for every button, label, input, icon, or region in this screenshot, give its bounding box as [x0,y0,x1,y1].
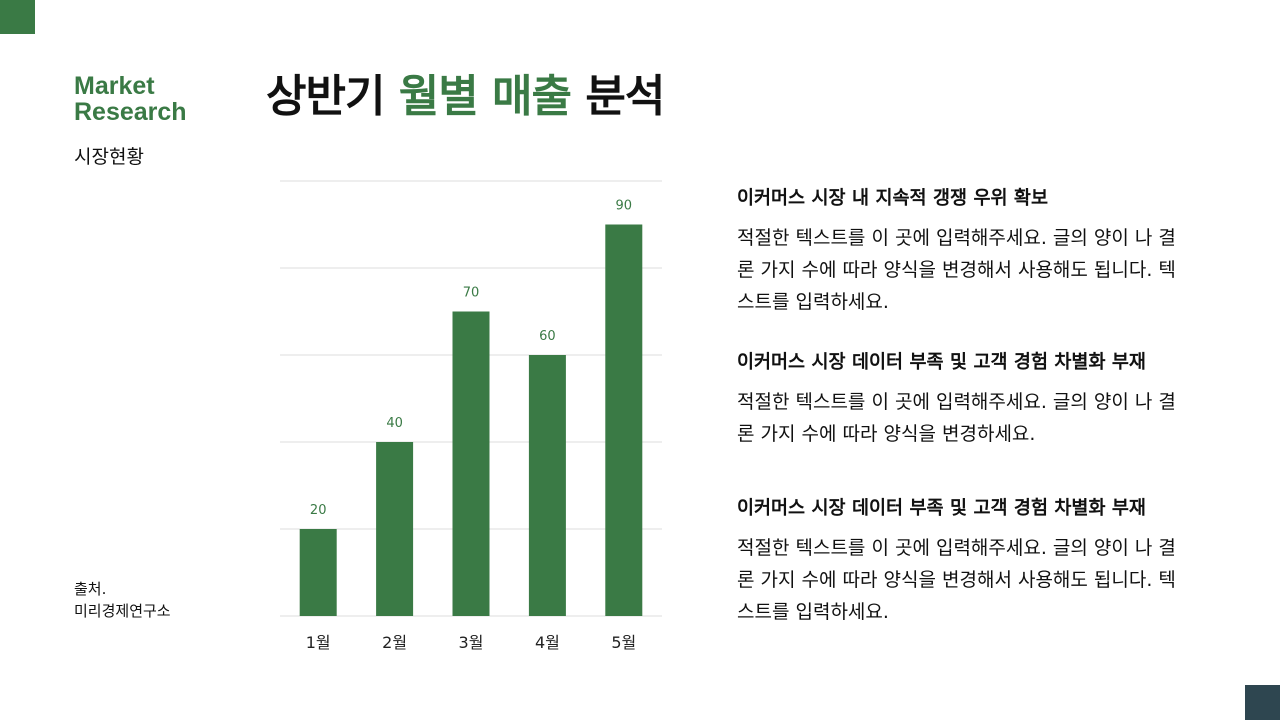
data-label: 70 [463,286,480,301]
brand-line1: Market [74,72,155,100]
block-heading: 이커머스 시장 데이터 부족 및 고객 경험 차별화 부재 [737,498,1146,519]
title-part1: 상반기 [266,71,399,122]
source-label: 출처. [74,580,107,598]
source-value: 미리경제연구소 [74,602,171,620]
section-subtitle: 시장현황 [74,146,144,168]
block-body: 적절한 텍스트를 이 곳에 입력해주세요. 글의 양이 나 결론 가지 수에 따… [737,227,1176,313]
title-highlight: 월별 매출 [398,71,572,122]
block-body: 적절한 텍스트를 이 곳에 입력해주세요. 글의 양이 나 결론 가지 수에 따… [737,537,1176,623]
block-body: 적절한 텍스트를 이 곳에 입력해주세요. 글의 양이 나 결론 가지 수에 따… [737,391,1176,445]
brand-logo: Market Research [74,73,187,125]
x-tick-label: 3월 [459,633,484,652]
x-tick-label: 2월 [382,633,407,652]
bar [299,529,337,616]
data-label: 20 [310,503,327,518]
page-title: 상반기 월별 매출 분석 [266,60,665,124]
x-tick-label: 1월 [306,633,331,652]
bar-chart: 20 1월 40 2월 70 3월 60 4월 90 5월 [280,180,662,652]
title-part3: 분석 [571,71,665,122]
x-tick-label: 5월 [611,633,636,652]
corner-accent-green [0,0,35,34]
text-block-1: 이커머스 시장 내 지속적 갱쟁 우위 확보 적절한 텍스트를 이 곳에 입력해… [737,184,1257,318]
block-heading: 이커머스 시장 내 지속적 갱쟁 우위 확보 [737,188,1048,209]
bar [605,224,643,616]
data-label: 60 [539,329,556,344]
data-label: 90 [616,199,633,214]
text-block-2: 이커머스 시장 데이터 부족 및 고객 경험 차별화 부재 적절한 텍스트를 이… [737,348,1257,450]
source-note: 출처. 미리경제연구소 [74,578,171,622]
bar [452,311,490,616]
block-heading: 이커머스 시장 데이터 부족 및 고객 경험 차별화 부재 [737,352,1146,373]
text-block-3: 이커머스 시장 데이터 부족 및 고객 경험 차별화 부재 적절한 텍스트를 이… [737,494,1257,628]
data-label: 40 [386,416,403,431]
brand-line2: Research [74,98,187,126]
bar [376,442,414,616]
bar [528,355,566,616]
x-tick-label: 4월 [535,633,560,652]
corner-accent-dark [1245,685,1280,720]
